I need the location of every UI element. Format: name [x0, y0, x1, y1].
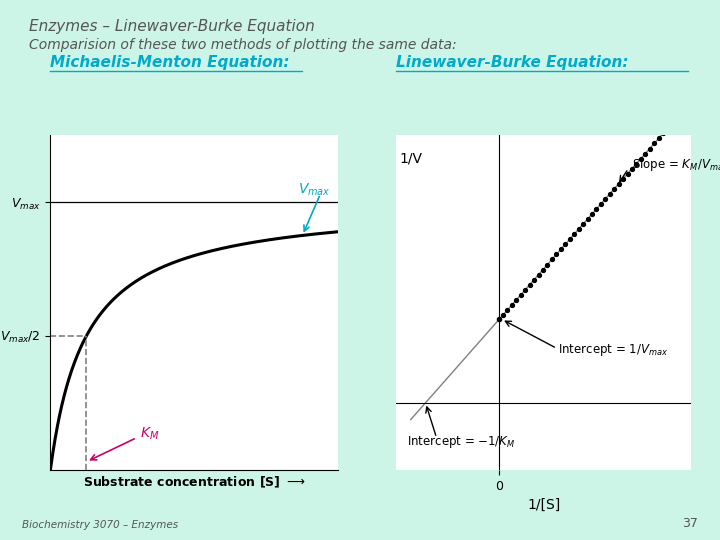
Text: Slope = $K_M/V_{max}$: Slope = $K_M/V_{max}$ [632, 157, 720, 173]
X-axis label: Substrate concentration [S] $\longrightarrow$: Substrate concentration [S] $\longrighta… [83, 475, 306, 490]
Text: $V_{max}$: $V_{max}$ [298, 182, 331, 198]
Text: Linewaver-Burke Equation:: Linewaver-Burke Equation: [396, 55, 629, 70]
Text: $K_M$: $K_M$ [140, 426, 160, 442]
Text: 1/V: 1/V [400, 152, 423, 166]
Text: Biochemistry 3070 – Enzymes: Biochemistry 3070 – Enzymes [22, 520, 178, 530]
Text: Intercept = $-1/K_M$: Intercept = $-1/K_M$ [407, 434, 516, 450]
X-axis label: 1/[S]: 1/[S] [527, 498, 560, 512]
Text: Michaelis-Menton Equation:: Michaelis-Menton Equation: [50, 55, 290, 70]
Text: Comparision of these two methods of plotting the same data:: Comparision of these two methods of plot… [29, 38, 456, 52]
Text: 37: 37 [683, 517, 698, 530]
Text: Enzymes – Linewaver-Burke Equation: Enzymes – Linewaver-Burke Equation [29, 19, 315, 34]
Text: Intercept = $1/V_{max}$: Intercept = $1/V_{max}$ [559, 342, 668, 357]
